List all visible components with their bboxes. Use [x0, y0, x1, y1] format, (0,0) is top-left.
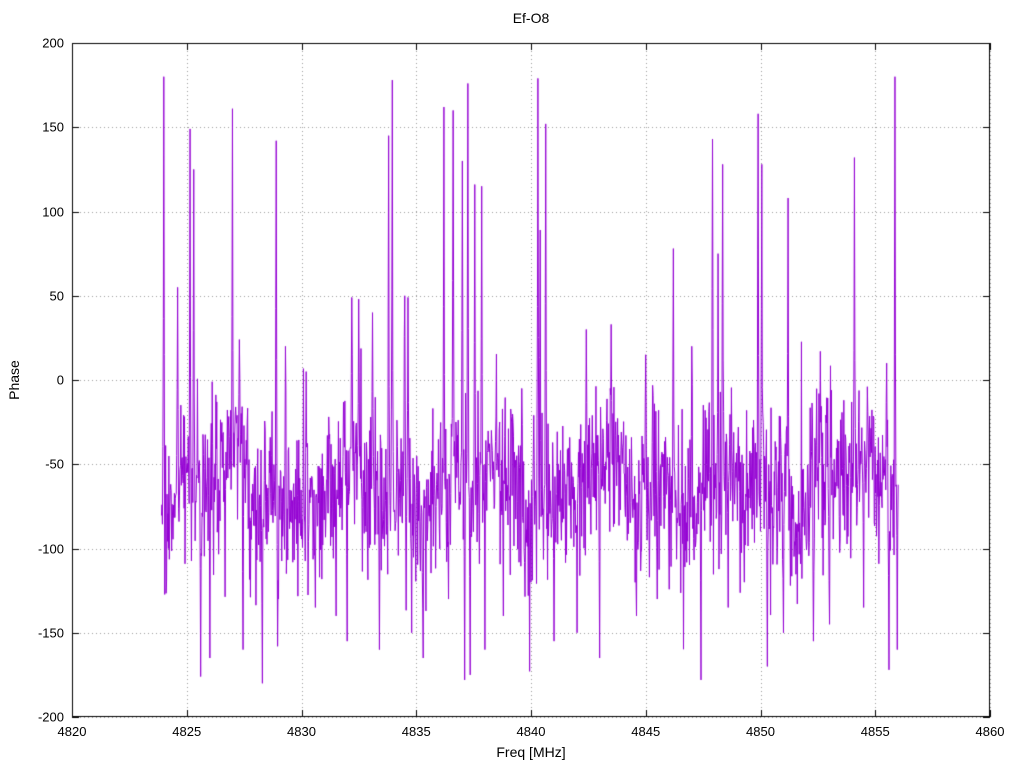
- y-tick-label: 0: [56, 372, 64, 388]
- y-tick-label: 200: [42, 35, 64, 51]
- x-tick-label: 4830: [287, 724, 316, 739]
- y-tick-label: -50: [45, 456, 64, 472]
- y-tick-label: -200: [37, 709, 64, 725]
- y-tick-label: -100: [37, 541, 64, 556]
- x-tick-label: 4825: [172, 724, 202, 739]
- x-tick-label: 4845: [631, 724, 661, 739]
- y-tick-label: 50: [49, 288, 64, 304]
- chart-title: Ef-O8: [512, 10, 550, 26]
- x-tick-label: 4820: [57, 724, 87, 739]
- y-tick-label: -150: [37, 625, 64, 641]
- x-tick-label: 4850: [746, 724, 775, 739]
- y-tick-label: 100: [42, 204, 64, 219]
- x-axis-label: Freq [MHz]: [496, 744, 566, 760]
- y-tick-label: 150: [42, 119, 64, 135]
- y-axis-label: Phase: [6, 360, 22, 400]
- x-tick-label: 4835: [401, 724, 431, 739]
- x-tick-label: 4855: [860, 724, 890, 739]
- x-tick-label: 4860: [975, 724, 1005, 739]
- x-tick-label: 4840: [516, 724, 546, 739]
